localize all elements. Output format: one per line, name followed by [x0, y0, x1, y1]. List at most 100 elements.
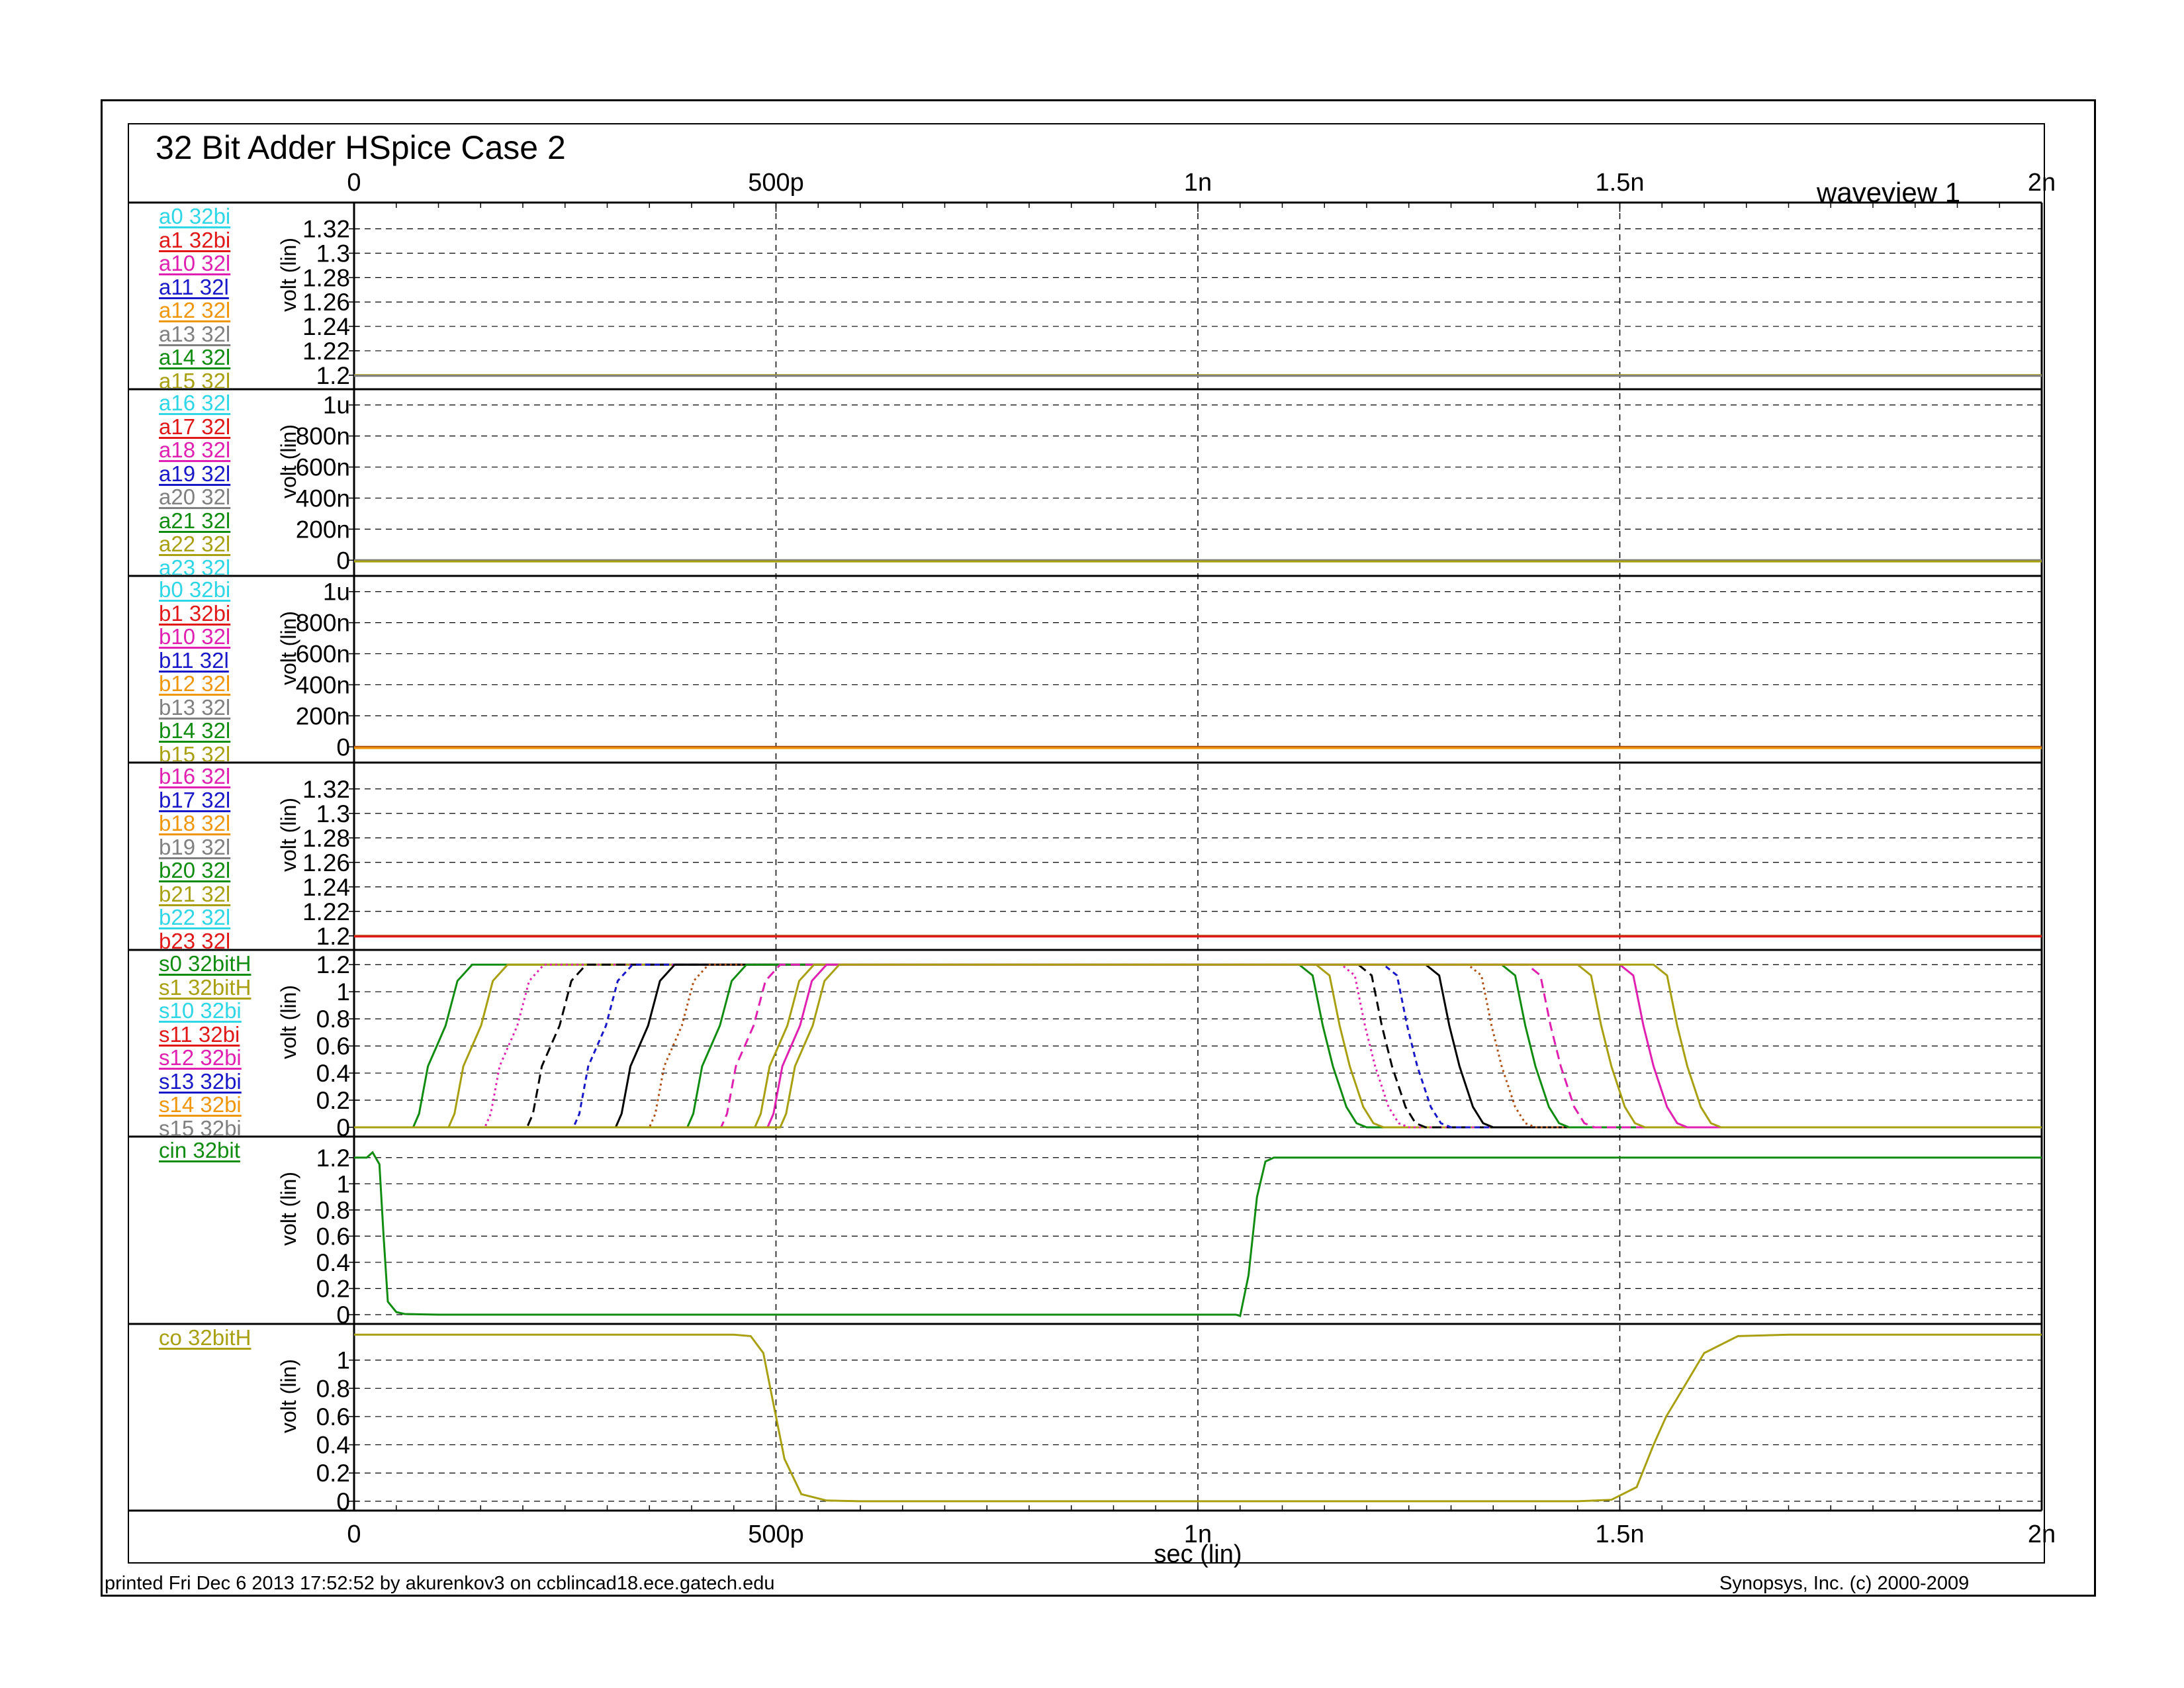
legend-item[interactable]: s1 32bitH: [159, 974, 251, 1000]
x-tick-label-top: 2n: [2028, 169, 2056, 197]
y-tick-label: 1.22: [302, 898, 350, 925]
legend-item[interactable]: s14 32bi: [159, 1092, 242, 1117]
sum-bit-trace: [354, 963, 2042, 1129]
panel-legend: a16 32l a17 32l a18 32l a19 32l a20 32l a21 3…: [159, 389, 268, 575]
y-tick-label: 0.8: [316, 1375, 350, 1402]
y-tick-label: 400n: [296, 485, 350, 512]
panel-legend: cin 32bit: [159, 1137, 268, 1323]
legend-item[interactable]: a21 32l: [159, 508, 231, 533]
legend-item[interactable]: co 32bitH: [159, 1325, 251, 1350]
y-tick-label: 0: [336, 733, 350, 761]
legend-item[interactable]: b18 32l: [159, 811, 231, 835]
legend-item[interactable]: b17 32l: [159, 787, 231, 812]
y-axis-label: volt (lin): [277, 1358, 300, 1433]
legend-item[interactable]: a17 32l: [159, 414, 231, 439]
y-tick-label: 0.2: [316, 1275, 350, 1302]
y-tick-label: 0: [336, 1301, 350, 1329]
y-tick-label: 1.26: [302, 289, 350, 316]
x-tick-label: 0: [347, 1521, 361, 1548]
y-tick-label: 200n: [296, 516, 350, 543]
legend-item[interactable]: b11 32l: [159, 647, 229, 673]
y-tick-label: 1.28: [302, 825, 350, 852]
legend-item[interactable]: a14 32l: [159, 345, 231, 369]
legend-item[interactable]: s0 32bitH: [159, 951, 251, 976]
legend-item[interactable]: b22 32l: [159, 905, 231, 929]
y-tick-label: 0.6: [316, 1223, 350, 1250]
y-tick-label: 1.2: [316, 923, 350, 950]
y-axis-label: volt (lin): [277, 237, 300, 312]
legend-item[interactable]: b14 32l: [159, 718, 231, 743]
y-tick-label: 0: [336, 1488, 350, 1515]
y-tick-label: 0.8: [316, 1197, 350, 1224]
y-axis-label: volt (lin): [277, 984, 300, 1059]
x-tick-label: 2n: [2028, 1521, 2056, 1548]
legend-item[interactable]: b16 32l: [159, 764, 231, 788]
y-tick-label: 600n: [296, 454, 350, 481]
y-tick-label: 0.2: [316, 1087, 350, 1114]
y-tick-label: 1u: [323, 579, 350, 606]
x-tick-label-top: 1n: [1184, 169, 1212, 197]
legend-item[interactable]: b15 32l: [159, 741, 231, 762]
y-tick-label: 1: [336, 1170, 350, 1197]
legend-item[interactable]: a13 32l: [159, 321, 231, 346]
legend-item[interactable]: a22 32l: [159, 532, 231, 556]
legend-item[interactable]: a0 32bi: [159, 204, 231, 228]
y-tick-label: 0.4: [316, 1060, 350, 1087]
legend-item[interactable]: s10 32bi: [159, 998, 242, 1023]
y-tick-label: 1: [336, 978, 350, 1006]
panel-legend: a0 32bi a1 32bi a10 32l a11 32l a12 32l a13 3…: [159, 203, 268, 388]
legend-item[interactable]: s15 32bi: [159, 1115, 242, 1136]
legend-item[interactable]: s13 32bi: [159, 1068, 242, 1094]
copyright: Synopsys, Inc. (c) 2000-2009: [1719, 1573, 1970, 1594]
legend-item[interactable]: a23 32l: [159, 555, 231, 575]
y-axis-label: volt (lin): [277, 797, 300, 872]
legend-item[interactable]: b13 32l: [159, 694, 231, 720]
x-tick-label-top: 1.5n: [1596, 169, 1645, 197]
y-tick-label: 600n: [296, 641, 350, 668]
legend-item[interactable]: b1 32bi: [159, 600, 231, 626]
legend-item[interactable]: a18 32l: [159, 438, 231, 462]
y-tick-label: 1.2: [316, 1145, 350, 1172]
legend-item[interactable]: b0 32bi: [159, 577, 231, 602]
legend-item[interactable]: a16 32l: [159, 391, 231, 415]
legend-item[interactable]: b19 32l: [159, 834, 231, 859]
y-tick-label: 200n: [296, 702, 350, 729]
page-frame: [101, 99, 2096, 1597]
legend-item[interactable]: b10 32l: [159, 624, 231, 649]
x-tick-label-top: 500p: [748, 169, 804, 197]
y-axis-label: volt (lin): [277, 610, 300, 685]
x-tick-label: 1.5n: [1596, 1521, 1645, 1548]
x-tick-label: 500p: [748, 1521, 804, 1548]
y-tick-label: 0.6: [316, 1403, 350, 1430]
legend-item[interactable]: b23 32l: [159, 928, 231, 949]
x-tick-label: 1n: [1184, 1521, 1212, 1548]
legend-item[interactable]: b21 32l: [159, 881, 231, 906]
legend-item[interactable]: s11 32bi: [159, 1021, 240, 1047]
y-tick-label: 800n: [296, 610, 350, 637]
sum-bit-trace: [354, 963, 2042, 1129]
legend-item[interactable]: a11 32l: [159, 274, 229, 299]
legend-item[interactable]: a20 32l: [159, 485, 231, 509]
y-tick-label: 0.4: [316, 1249, 350, 1276]
legend-item[interactable]: a15 32l: [159, 368, 231, 389]
y-tick-label: 1.3: [316, 800, 350, 827]
y-tick-label: 1.28: [302, 264, 350, 291]
legend-item[interactable]: a1 32bi: [159, 227, 231, 252]
legend-item[interactable]: a19 32l: [159, 461, 231, 486]
legend-item[interactable]: a12 32l: [159, 298, 231, 322]
panel-legend: s0 32bitH s1 32bitH s10 32bi s11 32bi s12 32…: [159, 950, 268, 1135]
legend-item[interactable]: b12 32l: [159, 671, 231, 696]
y-tick-label: 1.24: [302, 313, 350, 340]
legend-item[interactable]: b20 32l: [159, 858, 231, 882]
y-tick-label: 1.26: [302, 849, 350, 876]
y-tick-label: 1.32: [302, 776, 350, 803]
panel-legend: co 32bitH: [159, 1324, 268, 1509]
legend-item[interactable]: a10 32l: [159, 251, 231, 275]
y-tick-label: 0: [336, 1114, 350, 1141]
legend-item[interactable]: cin 32bit: [159, 1138, 240, 1162]
y-tick-label: 1.32: [302, 216, 350, 243]
y-tick-label: 0: [336, 547, 350, 574]
x-tick-label-top: 0: [347, 169, 361, 197]
plot-frame: [128, 123, 2045, 1564]
legend-item[interactable]: s12 32bi: [159, 1045, 242, 1070]
